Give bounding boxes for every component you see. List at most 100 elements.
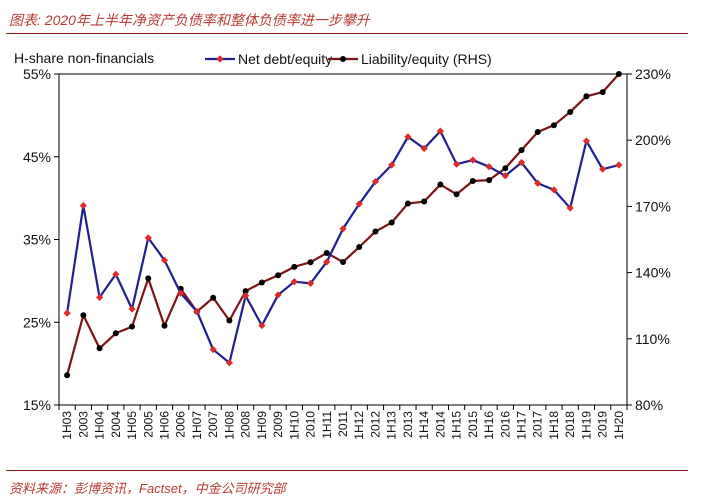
y-axis-left: 15% 25% 35% 45% 55%: [23, 66, 59, 413]
liability-point: [307, 259, 314, 266]
net-debt-point: [209, 345, 217, 354]
y-right-tick-label: 230%: [635, 66, 671, 82]
liability-point: [388, 219, 395, 226]
liability-point: [486, 177, 493, 184]
plot-frame: [58, 73, 628, 406]
series-liability-line: [66, 73, 620, 376]
y-left-tick-label: 15%: [23, 397, 51, 413]
net-debt-point: [306, 279, 315, 287]
net-debt-point: [501, 172, 509, 180]
net-debt-point: [453, 160, 461, 168]
x-tick-label: 2005: [141, 411, 155, 438]
liability-point: [372, 228, 379, 235]
liability-point: [145, 275, 152, 282]
series-net-debt-line: [66, 129, 620, 364]
liability-point: [421, 198, 428, 205]
x-tick-label: 1H15: [450, 411, 464, 440]
x-tick-label: 2003: [76, 411, 90, 438]
legend-liability-label: Liability/equity (RHS): [361, 51, 492, 67]
y-right-tick-label: 110%: [635, 331, 670, 347]
x-tick-label: 2008: [239, 411, 253, 438]
x-tick-label: 2009: [271, 411, 285, 438]
liability-point: [615, 71, 622, 77]
liability-point: [437, 181, 444, 188]
net-debt-point: [79, 201, 87, 210]
x-axis: 1H03 2003 1H04 2004 1H05 2005 1H06 2006 1H07 2007…: [58, 405, 628, 440]
liability-point: [583, 93, 590, 100]
net-debt-point: [371, 177, 380, 186]
net-debt-point: [534, 179, 542, 187]
net-debt-point: [290, 278, 298, 286]
liability-point: [599, 89, 606, 96]
title-rule: [6, 33, 688, 34]
liability-point: [502, 165, 509, 172]
net-debt-point: [258, 321, 266, 330]
y-left-tick-label: 55%: [23, 66, 51, 82]
net-debt-point: [469, 156, 477, 164]
x-tick-label: 2010: [304, 411, 318, 438]
net-debt-point: [63, 309, 71, 317]
liability-point: [64, 372, 71, 379]
source-rule: [6, 470, 688, 471]
liability-point: [96, 345, 103, 352]
net-debt-point: [420, 144, 428, 153]
liability-point: [518, 147, 525, 154]
liability-point: [291, 263, 298, 270]
net-debt-point: [242, 292, 250, 300]
x-tick-label: 1H08: [222, 411, 236, 440]
liability-point: [356, 244, 363, 251]
y-left-tick-label: 35%: [23, 232, 51, 248]
net-debt-point: [404, 133, 412, 141]
net-debt-point: [355, 200, 363, 208]
x-tick-label: 2015: [466, 411, 480, 438]
liability-point: [258, 279, 265, 286]
source-note: 资料来源：彭博资讯，Factset，中金公司研究部: [9, 481, 286, 496]
x-tick-label: 1H18: [547, 411, 561, 440]
x-tick-label: 1H13: [385, 411, 399, 440]
liability-point: [112, 330, 119, 337]
liability-point: [453, 191, 460, 198]
net-debt-point: [485, 163, 493, 171]
x-tick-label: 1H09: [255, 411, 269, 440]
x-tick-label: 2016: [498, 411, 512, 438]
y-left-tick-label: 25%: [23, 314, 51, 330]
y-right-tick-label: 80%: [635, 397, 663, 413]
net-debt-point: [323, 258, 331, 266]
liability-point: [129, 323, 136, 330]
net-debt-point: [128, 305, 136, 313]
net-debt-point: [388, 161, 396, 169]
y-left-tick-label: 45%: [23, 149, 51, 165]
net-debt-point: [615, 161, 623, 169]
y-right-tick-label: 140%: [635, 265, 671, 281]
y-right-tick-label: 200%: [635, 132, 671, 148]
liability-point: [242, 288, 249, 295]
legend-liability-marker: [340, 56, 346, 62]
x-tick-label: 2013: [401, 411, 415, 438]
x-tick-label: 1H12: [352, 411, 366, 440]
x-tick-label: 2017: [531, 411, 545, 438]
liability-point: [226, 317, 233, 324]
net-debt-point: [339, 225, 347, 233]
net-debt-point: [144, 234, 152, 242]
figure-title: 图表: 2020年上半年净资产负债率和整体负债率进一步攀升: [9, 12, 370, 28]
x-tick-label: 2011: [336, 411, 350, 437]
x-tick-label: 1H07: [190, 411, 204, 440]
net-debt-point: [225, 359, 233, 367]
net-debt-point: [550, 186, 558, 194]
legend-net-debt-marker: [216, 55, 224, 63]
series-layer: [63, 71, 623, 379]
x-tick-label: 2019: [596, 411, 610, 438]
net-debt-point: [517, 158, 526, 167]
net-debt-point: [177, 289, 185, 297]
y-axis-right: 80% 110% 140% 170% 200% 230%: [627, 66, 671, 413]
x-tick-label: 2018: [563, 411, 577, 438]
x-tick-label: 2004: [109, 411, 123, 438]
liability-point: [161, 322, 168, 329]
net-debt-point: [112, 270, 120, 278]
liability-point: [323, 249, 330, 256]
x-tick-label: 1H03: [60, 411, 74, 440]
x-tick-label: 1H17: [515, 411, 529, 440]
liability-point: [210, 294, 217, 301]
x-tick-label: 1H19: [579, 411, 593, 440]
